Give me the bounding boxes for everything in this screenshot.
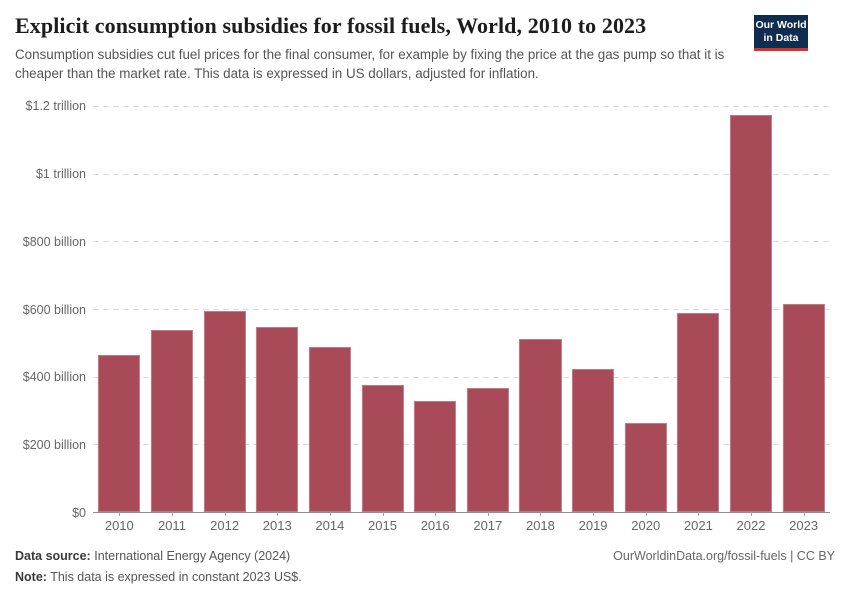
x-axis-tick xyxy=(645,512,647,516)
bar-slot-2014: 2014 xyxy=(304,106,357,533)
owid-url-license-link[interactable]: OurWorldinData.org/fossil-fuels | CC BY xyxy=(613,549,835,563)
x-tick-label-2012: 2012 xyxy=(210,518,240,533)
x-axis-tick xyxy=(171,512,173,516)
x-axis-tick xyxy=(119,512,121,516)
bar-slot-2019: 2019 xyxy=(567,106,620,533)
x-tick-label-2015: 2015 xyxy=(368,518,397,533)
y-axis: $0 $200 billion $400 billion $600 billion $8… xyxy=(0,99,86,520)
bar-slot-2023: 2023 xyxy=(777,106,830,533)
note-line: Note: This data is expressed in constant… xyxy=(15,567,302,588)
x-tick-label-2016: 2016 xyxy=(420,518,450,533)
bar-2013[interactable] xyxy=(256,326,299,512)
owid-logo-line2: in Data xyxy=(763,31,799,44)
bar-2014[interactable] xyxy=(308,346,351,512)
gridline-200 xyxy=(93,444,830,446)
y-tick-label: $400 billion xyxy=(22,370,86,385)
bar-slot-2017: 2017 xyxy=(461,106,514,533)
x-tick-label-2021: 2021 xyxy=(683,518,713,533)
x-axis-tick xyxy=(803,512,805,516)
data-source-line: Data source: International Energy Agency… xyxy=(15,546,302,567)
bar-slot-2010: 2010 xyxy=(93,106,146,533)
chart-footer: Data source: International Energy Agency… xyxy=(15,546,835,587)
x-axis-tick xyxy=(487,512,489,516)
x-tick-label-2019: 2019 xyxy=(578,518,608,533)
owid-logo-line1: Our World xyxy=(755,19,807,31)
bar-slot-2020: 2020 xyxy=(619,106,672,533)
page-title: Explicit consumption subsidies for fossi… xyxy=(15,13,647,38)
chart-header: Explicit consumption subsidies for fossi… xyxy=(15,12,835,83)
bar-2010[interactable] xyxy=(98,354,141,512)
gridline-800 xyxy=(93,241,830,243)
bar-slot-2022: 2022 xyxy=(725,106,778,533)
note-label: Note: xyxy=(15,569,47,584)
x-axis-tick xyxy=(382,512,384,516)
x-tick-label-2014: 2014 xyxy=(315,518,345,533)
chart-subtitle: Consumption subsidies cut fuel prices fo… xyxy=(15,47,725,81)
bar-2011[interactable] xyxy=(150,330,194,512)
x-axis-tick xyxy=(593,512,595,516)
owid-logo[interactable]: Our World in Data xyxy=(754,15,808,51)
bar-slot-2011: 2011 xyxy=(146,106,199,533)
x-tick-label-2018: 2018 xyxy=(525,518,555,533)
bar-2015[interactable] xyxy=(361,385,404,512)
x-tick-label-2017: 2017 xyxy=(473,518,503,533)
x-axis-tick xyxy=(224,512,226,516)
x-tick-label-2011: 2011 xyxy=(157,518,186,533)
bar-2018[interactable] xyxy=(519,339,562,512)
note-value: This data is expressed in constant 2023 … xyxy=(50,569,302,584)
x-axis-tick xyxy=(540,512,542,516)
gridline-1000 xyxy=(93,173,830,175)
x-tick-label-2010: 2010 xyxy=(104,518,134,533)
bar-slot-2021: 2021 xyxy=(672,106,725,533)
bar-slot-2013: 2013 xyxy=(251,106,304,533)
bar-2019[interactable] xyxy=(572,368,615,512)
bar-2020[interactable] xyxy=(624,422,667,512)
bar-2012[interactable] xyxy=(203,310,246,512)
data-source-label: Data source: xyxy=(15,549,91,563)
bar-slot-2012: 2012 xyxy=(198,106,251,533)
bar-2021[interactable] xyxy=(677,313,720,512)
gridline-600 xyxy=(93,309,830,310)
x-axis-tick xyxy=(435,512,437,516)
data-source-value: International Energy Agency (2024) xyxy=(94,549,291,563)
x-tick-label-2022: 2022 xyxy=(736,518,766,533)
bar-slot-2016: 2016 xyxy=(409,106,462,533)
bar-2022[interactable] xyxy=(729,115,773,512)
x-axis-tick xyxy=(277,512,279,516)
gridline-1200 xyxy=(93,106,830,107)
bar-2017[interactable] xyxy=(466,388,509,512)
y-tick-label: $0 xyxy=(72,506,86,520)
gridline-400 xyxy=(93,376,830,378)
x-tick-label-2023: 2023 xyxy=(789,518,819,533)
bar-slot-2018: 2018 xyxy=(514,106,567,533)
footer-left: Data source: International Energy Agency… xyxy=(15,546,302,587)
x-axis-tick xyxy=(751,512,752,516)
x-axis-tick xyxy=(329,512,331,516)
bar-slot-2015: 2015 xyxy=(356,106,409,533)
plot-area: 2010 2011 2012 2013 2014 2015 2016 2017 2018 2019… xyxy=(93,106,830,533)
bar-series: 2010 2011 2012 2013 2014 2015 2016 2017 2018 2019… xyxy=(93,106,830,533)
y-tick-label: $200 billion xyxy=(22,438,86,453)
y-tick-label: $800 billion xyxy=(22,234,86,249)
x-tick-label-2013: 2013 xyxy=(262,518,292,533)
x-axis-tick xyxy=(698,512,700,516)
x-tick-label-2020: 2020 xyxy=(631,518,661,533)
y-tick-label: $1 trillion xyxy=(35,166,86,181)
y-tick-label: $600 billion xyxy=(22,302,86,317)
bar-2016[interactable] xyxy=(414,401,457,512)
bar-2023[interactable] xyxy=(782,303,825,512)
y-tick-label: $1.2 trillion xyxy=(25,99,86,113)
